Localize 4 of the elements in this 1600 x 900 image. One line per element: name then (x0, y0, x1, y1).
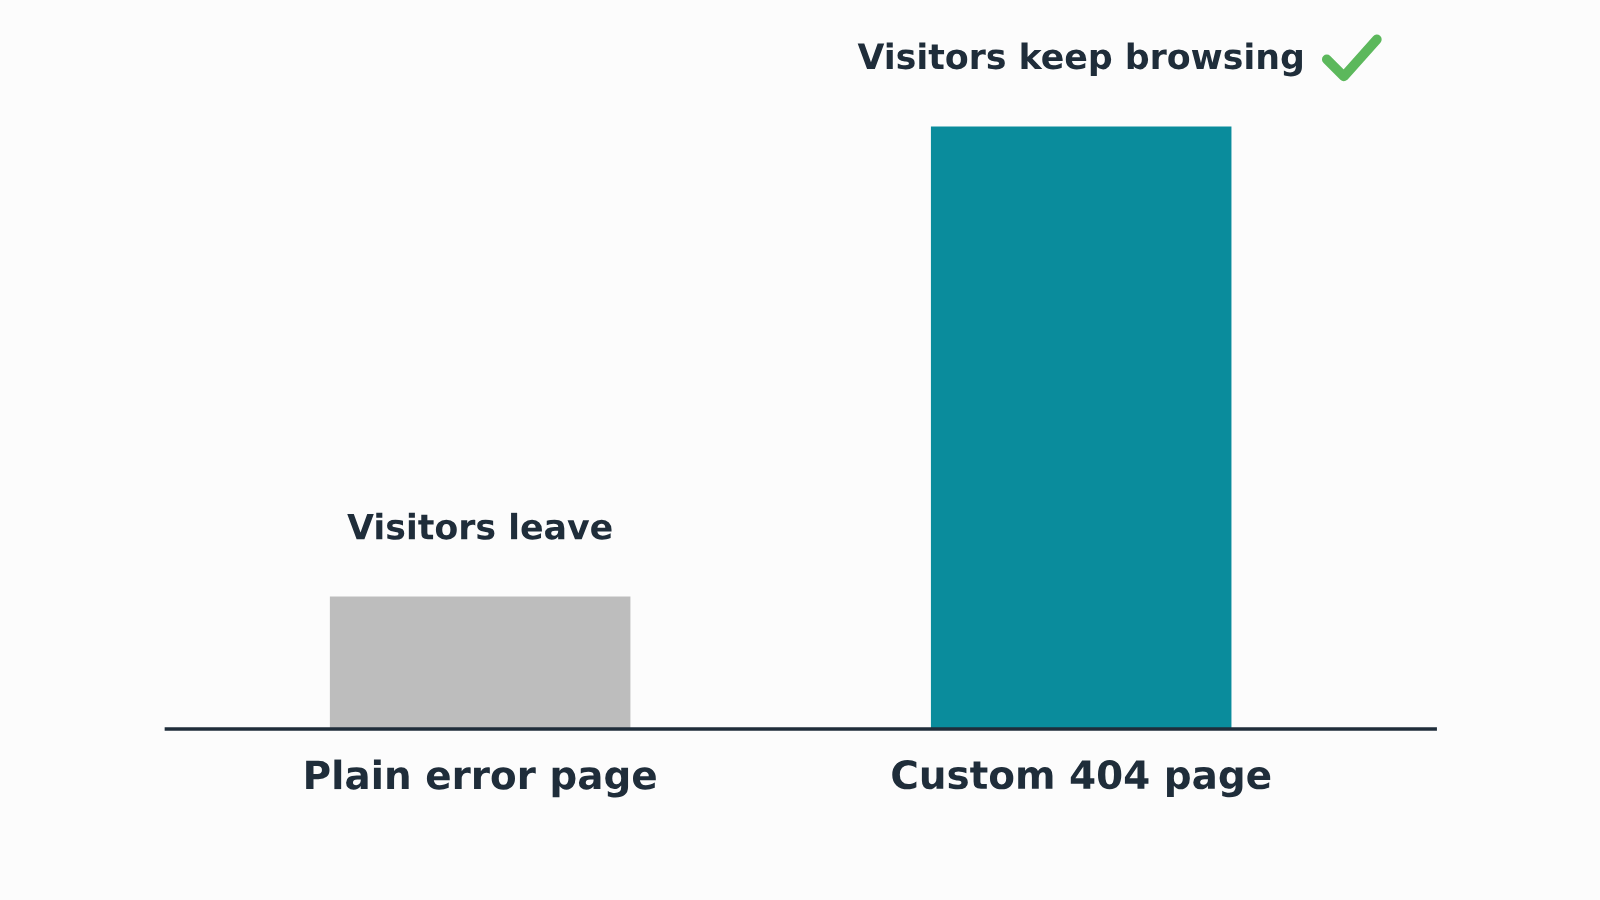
annotation: Visitors keep browsing (857, 42, 1302, 77)
annotation: Visitors leave (347, 512, 612, 540)
x-tick-label: Plain error page (306, 759, 656, 798)
x-tick-label: Custom 404 page (892, 759, 1271, 798)
